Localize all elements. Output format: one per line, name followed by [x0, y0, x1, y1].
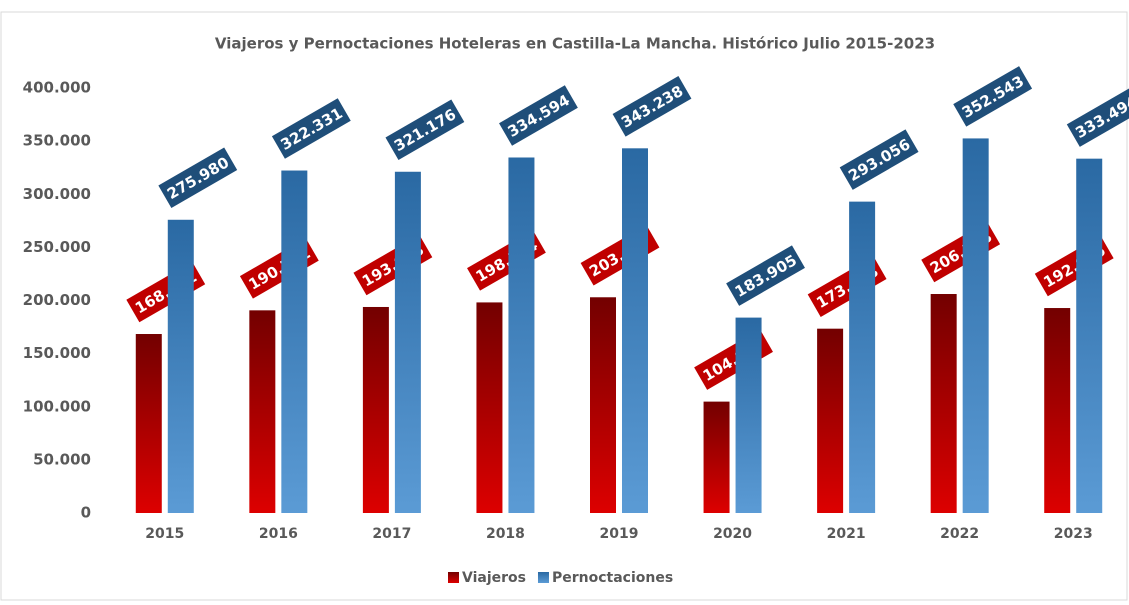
bar — [735, 317, 762, 513]
chart-title: Viajeros y Pernoctaciones Hoteleras en C… — [215, 35, 935, 53]
y-tick-label: 200.000 — [23, 291, 91, 309]
bar — [281, 170, 308, 513]
x-tick-label: 2019 — [600, 526, 639, 542]
x-tick-label: 2015 — [145, 526, 184, 542]
legend-swatch — [537, 572, 549, 583]
y-tick-label: 100.000 — [23, 397, 91, 415]
y-tick-label: 250.000 — [23, 238, 91, 256]
bar — [1076, 158, 1103, 513]
legend-label: Pernoctaciones — [552, 570, 673, 586]
y-tick-label: 350.000 — [23, 132, 91, 150]
x-tick-label: 2020 — [713, 526, 752, 542]
x-tick-label: 2018 — [486, 526, 525, 542]
bar — [508, 157, 535, 513]
bar — [817, 328, 844, 513]
bar — [362, 306, 389, 513]
x-tick-label: 2022 — [940, 526, 979, 542]
data-label-box — [158, 147, 238, 209]
data-label-box — [612, 76, 692, 137]
legend-label: Viajeros — [462, 570, 526, 586]
bar — [476, 302, 503, 513]
bar — [394, 171, 421, 514]
data-label-box — [271, 98, 351, 159]
y-tick-label: 50.000 — [33, 450, 91, 468]
bar — [135, 334, 162, 513]
y-tick-label: 300.000 — [23, 185, 91, 203]
data-label-box — [385, 99, 465, 161]
bar — [849, 201, 876, 514]
x-tick-label: 2016 — [259, 526, 298, 542]
data-label-box — [499, 85, 578, 146]
data-label-box — [953, 66, 1033, 127]
data-label-box — [1066, 86, 1129, 147]
x-tick-label: 2023 — [1054, 526, 1093, 542]
x-tick-label: 2021 — [827, 526, 866, 542]
bar — [249, 310, 276, 513]
bar — [703, 401, 730, 513]
bar — [930, 294, 957, 513]
data-label-box — [839, 129, 919, 190]
bar — [590, 297, 616, 513]
x-tick-label: 2017 — [372, 526, 411, 542]
data-label-box — [726, 245, 805, 306]
bar — [962, 138, 989, 513]
legend-swatch — [448, 572, 459, 583]
y-tick-label: 150.000 — [23, 344, 91, 362]
bar — [1044, 308, 1071, 513]
y-tick-label: 0 — [81, 504, 91, 522]
y-tick-label: 400.000 — [23, 79, 91, 97]
bar — [167, 219, 194, 514]
bar — [622, 148, 648, 513]
